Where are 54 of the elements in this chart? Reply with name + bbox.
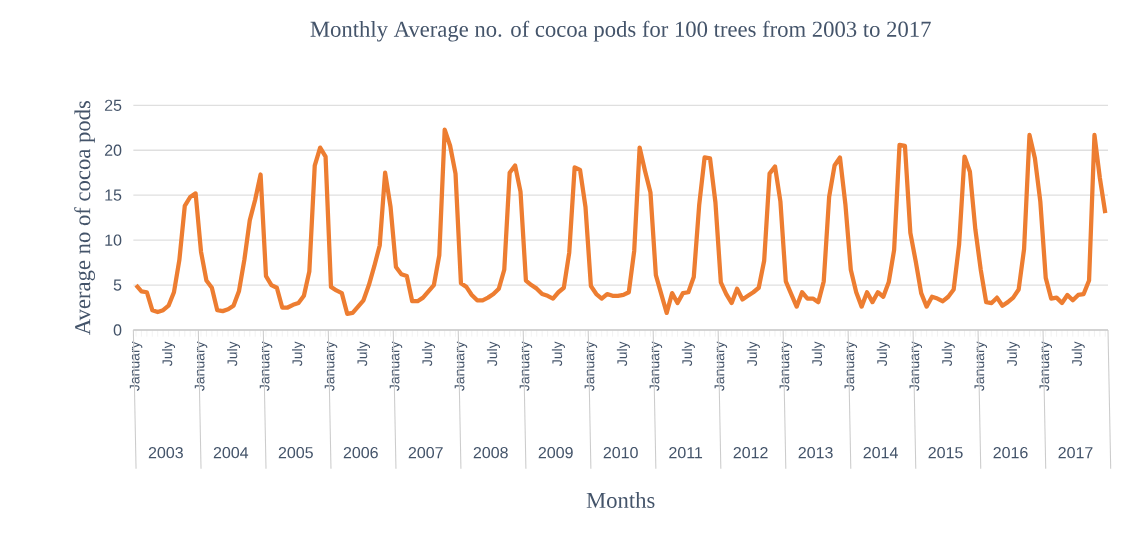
y-tick-label: 20 bbox=[104, 144, 122, 156]
x-tick-label: January bbox=[194, 341, 208, 391]
text: 2017 bbox=[1058, 446, 1093, 459]
x-tick-label: July bbox=[291, 341, 306, 367]
y-tick-label: 25 bbox=[104, 99, 122, 111]
chart-title: Monthly Average no. of cocoa pods for 100 trees from 2003 to 2017 bbox=[310, 20, 931, 42]
x-axis-title: Months bbox=[586, 492, 655, 508]
x-tick-label: January bbox=[1039, 341, 1052, 391]
x-tick-label: July bbox=[616, 341, 630, 367]
y-tick-label: 5 bbox=[113, 279, 122, 291]
x-tick-label: July bbox=[551, 341, 565, 367]
text: 2016 bbox=[993, 446, 1028, 459]
x-tick-label: January bbox=[779, 341, 793, 391]
x-tick-label: July bbox=[1071, 341, 1085, 367]
text: 2009 bbox=[538, 446, 573, 459]
x-tick-label: January bbox=[519, 341, 533, 391]
x-tick-label: July bbox=[226, 341, 241, 367]
x-tick-label: January bbox=[389, 341, 403, 391]
text: 2013 bbox=[798, 446, 833, 459]
x-tick-label: July bbox=[811, 341, 825, 367]
x-tick-label: January bbox=[259, 341, 273, 391]
text: 2005 bbox=[278, 446, 313, 459]
x-tick-label: July bbox=[421, 341, 435, 367]
y-tick-label: 0 bbox=[113, 324, 122, 336]
x-tick-label: January bbox=[844, 341, 858, 391]
x-tick-label: July bbox=[746, 341, 760, 367]
x-tick-label: January bbox=[454, 341, 468, 391]
text: 2008 bbox=[473, 446, 508, 459]
x-tick-label: July bbox=[681, 341, 695, 367]
x-tick-label: January bbox=[584, 341, 598, 391]
x-tick-label: July bbox=[1006, 341, 1020, 367]
text: 2007 bbox=[408, 446, 443, 459]
y-tick-label: 15 bbox=[105, 189, 122, 201]
text: 2011 bbox=[669, 446, 703, 459]
x-tick-label: January bbox=[714, 341, 728, 391]
text: 2014 bbox=[863, 446, 898, 459]
x-tick-label: July bbox=[876, 341, 890, 367]
x-tick-label: January bbox=[909, 341, 923, 391]
y-axis-title: Average no of cocoa pods bbox=[74, 100, 96, 335]
text: 2010 bbox=[603, 446, 638, 459]
text: 2004 bbox=[213, 446, 249, 459]
x-tick-label: January bbox=[649, 341, 663, 391]
text: 2012 bbox=[733, 446, 768, 459]
x-tick-label: January bbox=[129, 341, 143, 391]
x-tick-label: January bbox=[974, 341, 988, 391]
text: 2003 bbox=[148, 446, 183, 459]
x-tick-label: July bbox=[486, 341, 500, 367]
x-tick-label: January bbox=[324, 341, 338, 391]
y-tick-label: 10 bbox=[105, 234, 122, 246]
x-tick-label: July bbox=[941, 341, 955, 367]
text: 2015 bbox=[928, 446, 963, 459]
text: 2006 bbox=[343, 446, 378, 459]
x-tick-label: July bbox=[162, 341, 176, 367]
x-tick-label: July bbox=[356, 341, 370, 367]
